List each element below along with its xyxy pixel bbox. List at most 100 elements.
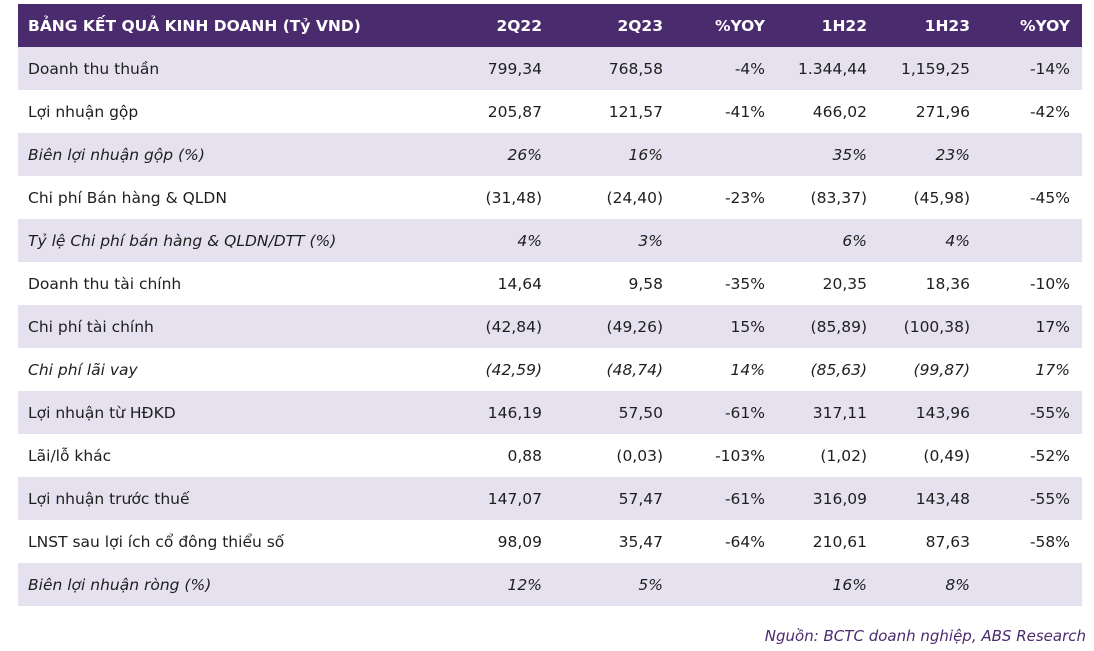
cell-2q23: 57,47 — [618, 489, 663, 508]
cell-label: Chi phí lãi vay — [28, 360, 138, 379]
source-note: Nguồn: BCTC doanh nghiệp, ABS Research — [764, 627, 1086, 645]
header-2q22: 2Q22 — [496, 16, 542, 35]
table-row: Lợi nhuận từ HĐKD 146,19 57,50 -61% 317,11 14… — [18, 391, 1082, 434]
cell-1h23: (0,49) — [923, 446, 970, 465]
cell-1h22: 316,09 — [812, 489, 867, 508]
cell-2q23: (24,40) — [606, 188, 663, 207]
table-row: Chi phí lãi vay (42,59) (48,74) 14% (85,63) (… — [18, 348, 1082, 391]
cell-2q22: 98,09 — [497, 532, 542, 551]
cell-2q23: 5% — [638, 575, 663, 594]
cell-yoy-half: -52% — [1029, 446, 1070, 465]
cell-yoy-half: -45% — [1029, 188, 1070, 207]
cell-yoy-quarter — [663, 563, 765, 606]
cell-1h23: (100,38) — [903, 317, 970, 336]
cell-2q22: 147,07 — [487, 489, 542, 508]
cell-2q23: 768,58 — [608, 59, 663, 78]
cell-1h23: 1,159,25 — [900, 59, 970, 78]
cell-yoy-quarter: -61% — [724, 489, 765, 508]
cell-yoy-quarter: -61% — [724, 403, 765, 422]
cell-2q22: 0,88 — [507, 446, 542, 465]
header-1h22: 1H22 — [821, 16, 867, 35]
cell-1h23: 23% — [935, 145, 970, 164]
cell-1h22: 16% — [832, 575, 867, 594]
cell-2q23: (49,26) — [606, 317, 663, 336]
cell-label: Biên lợi nhuận gộp (%) — [28, 145, 205, 164]
cell-yoy-half: -58% — [1029, 532, 1070, 551]
table-row: Doanh thu tài chính 14,64 9,58 -35% 20,35 18,… — [18, 262, 1082, 305]
cell-2q22: 26% — [507, 145, 542, 164]
cell-label: Lợi nhuận gộp — [28, 102, 139, 121]
table-row: Chi phí tài chính (42,84) (49,26) 15% (85,89… — [18, 305, 1082, 348]
cell-yoy-half — [970, 219, 1082, 262]
table-row: Chi phí Bán hàng & QLDN (31,48) (24,40) -23… — [18, 176, 1082, 219]
header-yoy-quarter: %YOY — [714, 16, 765, 35]
cell-1h22: 466,02 — [812, 102, 867, 121]
cell-1h22: 210,61 — [812, 532, 867, 551]
cell-yoy-half: 17% — [1035, 360, 1070, 379]
table-row: LNST sau lợi ích cổ đông thiểu số 98,09 35… — [18, 520, 1082, 563]
cell-2q23: 57,50 — [618, 403, 663, 422]
table-row: Lợi nhuận gộp 205,87 121,57 -41% 466,02 271,9… — [18, 90, 1082, 133]
cell-yoy-quarter — [663, 133, 765, 176]
cell-yoy-half — [970, 563, 1082, 606]
cell-1h22: (1,02) — [820, 446, 867, 465]
cell-label: Doanh thu thuần — [28, 59, 160, 78]
cell-label: Doanh thu tài chính — [28, 274, 182, 293]
cell-yoy-quarter: -35% — [724, 274, 765, 293]
cell-2q22: 4% — [517, 231, 542, 250]
cell-1h23: (45,98) — [913, 188, 970, 207]
table-row: Doanh thu thuần 799,34 768,58 -4% 1.344,44 1,… — [18, 47, 1082, 90]
cell-yoy-quarter — [663, 219, 765, 262]
cell-yoy-half: -14% — [1029, 59, 1070, 78]
cell-yoy-quarter: 15% — [730, 317, 765, 336]
cell-1h22: 35% — [832, 145, 867, 164]
cell-2q22: (42,59) — [485, 360, 542, 379]
cell-yoy-quarter: -41% — [724, 102, 765, 121]
cell-2q23: 16% — [628, 145, 663, 164]
cell-1h22: (85,63) — [810, 360, 867, 379]
table-header-row: BẢNG KẾT QUẢ KINH DOANH (Tỷ VND) 2Q22 2Q… — [18, 4, 1082, 47]
cell-label: LNST sau lợi ích cổ đông thiểu số — [28, 532, 285, 551]
header-yoy-half: %YOY — [1019, 16, 1070, 35]
cell-2q22: 12% — [507, 575, 542, 594]
cell-1h23: 271,96 — [915, 102, 970, 121]
cell-1h22: 1.344,44 — [797, 59, 867, 78]
table-row: Lãi/lỗ khác 0,88 (0,03) -103% (1,02) (0,49) -5… — [18, 434, 1082, 477]
cell-2q22: 146,19 — [487, 403, 542, 422]
cell-yoy-half: -55% — [1029, 489, 1070, 508]
cell-yoy-quarter: -64% — [724, 532, 765, 551]
cell-1h22: 20,35 — [822, 274, 867, 293]
income-statement-table-wrapper: BẢNG KẾT QUẢ KINH DOANH (Tỷ VND) 2Q22 2Q… — [18, 4, 1082, 606]
cell-1h22: (85,89) — [810, 317, 867, 336]
cell-yoy-quarter: -23% — [724, 188, 765, 207]
cell-2q22: 14,64 — [497, 274, 542, 293]
cell-1h23: 18,36 — [925, 274, 970, 293]
cell-yoy-quarter: -4% — [734, 59, 765, 78]
cell-1h22: (83,37) — [810, 188, 867, 207]
cell-label: Chi phí Bán hàng & QLDN — [28, 188, 227, 207]
cell-yoy-half: -42% — [1029, 102, 1070, 121]
header-2q23: 2Q23 — [617, 16, 663, 35]
cell-label: Lợi nhuận trước thuế — [28, 489, 190, 508]
header-1h23: 1H23 — [924, 16, 970, 35]
cell-yoy-quarter: -103% — [715, 446, 765, 465]
cell-label: Biên lợi nhuận ròng (%) — [28, 575, 212, 594]
cell-label: Lãi/lỗ khác — [28, 446, 112, 465]
table-row: Biên lợi nhuận ròng (%) 12% 5% 16% 8% — [18, 563, 1082, 606]
cell-yoy-half: -10% — [1029, 274, 1070, 293]
cell-label: Chi phí tài chính — [28, 317, 154, 336]
cell-yoy-half: -55% — [1029, 403, 1070, 422]
cell-1h22: 317,11 — [812, 403, 867, 422]
cell-yoy-half — [970, 133, 1082, 176]
cell-1h23: 4% — [945, 231, 970, 250]
cell-2q22: (42,84) — [485, 317, 542, 336]
cell-1h23: (99,87) — [913, 360, 970, 379]
cell-2q22: (31,48) — [485, 188, 542, 207]
cell-yoy-half: 17% — [1035, 317, 1070, 336]
cell-2q23: 121,57 — [608, 102, 663, 121]
cell-2q23: (48,74) — [606, 360, 663, 379]
cell-2q22: 799,34 — [487, 59, 542, 78]
cell-1h23: 143,96 — [915, 403, 970, 422]
cell-2q23: 35,47 — [618, 532, 663, 551]
cell-label: Tỷ lệ Chi phí bán hàng & QLDN/DTT (%) — [28, 231, 337, 250]
